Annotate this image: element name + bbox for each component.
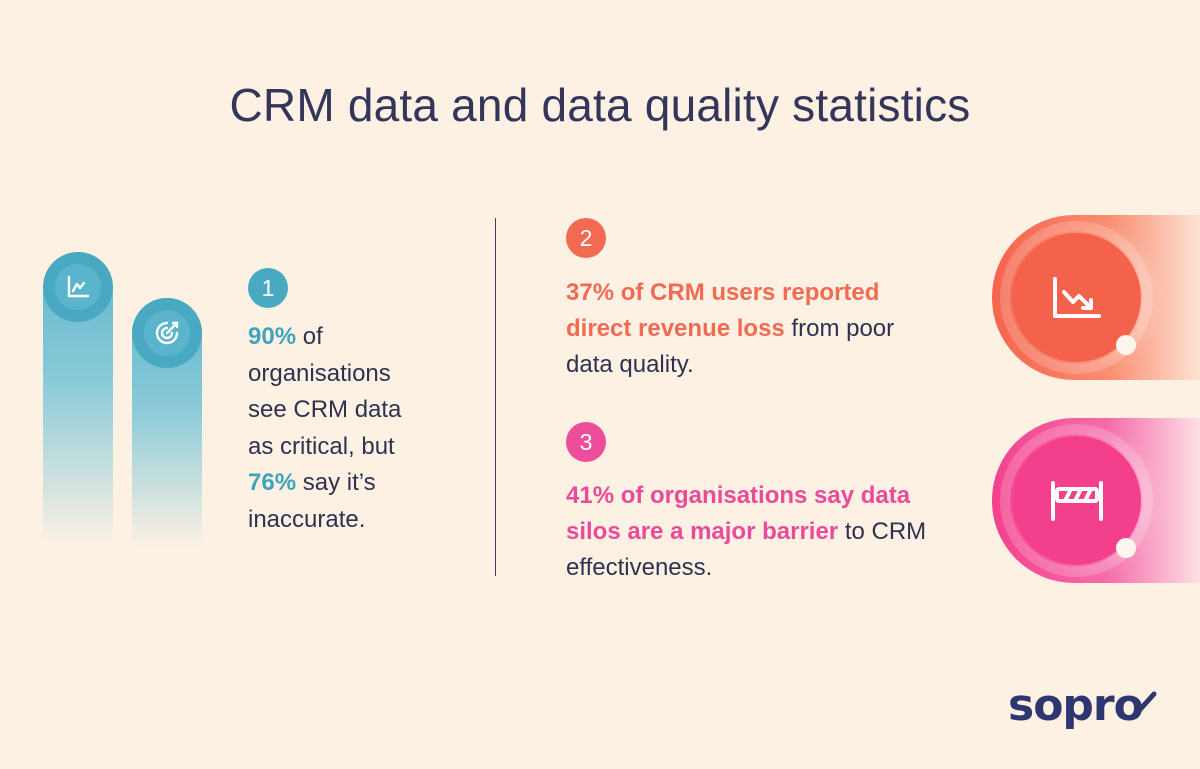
- sopro-logo: sopro: [1008, 680, 1163, 747]
- revenue-loss-graphic: [992, 215, 1200, 380]
- stat-highlight: 90%: [248, 323, 297, 350]
- chart-icon: [43, 252, 113, 322]
- ring-dot: [1116, 335, 1136, 355]
- ring-decoration: [1000, 221, 1153, 374]
- ring-dot: [1116, 538, 1136, 558]
- stat-number-badge: 2: [566, 218, 606, 258]
- stat-text: from poor data quality.: [566, 315, 895, 378]
- stat-1-text: 90% of organisations see CRM data as cri…: [248, 319, 428, 538]
- stat-2-text: 37% of CRM users reported direct revenue…: [566, 275, 946, 383]
- divider: [495, 218, 496, 576]
- stat-highlight: 37% of CRM users reported direct revenue…: [566, 279, 880, 342]
- stat-number-badge: 3: [566, 422, 606, 462]
- data-silos-graphic: [992, 418, 1200, 583]
- ring-decoration: [1000, 424, 1153, 577]
- logo-text: sopro: [1008, 680, 1143, 731]
- stat-highlight: 41% of organisations say data silos are …: [566, 482, 911, 545]
- page-title: CRM data and data quality statistics: [229, 79, 971, 131]
- target-icon: [132, 298, 202, 368]
- stat-text: to CRM effectiveness.: [566, 518, 927, 581]
- stat-text: of organisations see CRM data as critica…: [248, 323, 402, 460]
- stat-text: say it’s inaccurate.: [248, 469, 376, 533]
- stat-highlight: 76%: [248, 469, 297, 496]
- stat-3-text: 41% of organisations say data silos are …: [566, 478, 946, 586]
- stat-number-badge: 1: [248, 268, 288, 308]
